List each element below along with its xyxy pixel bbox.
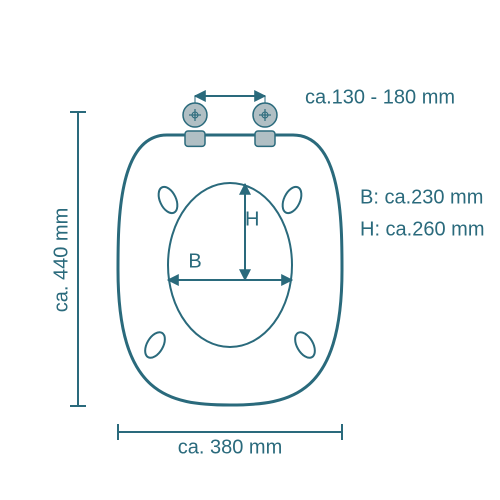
dimension-diagram: ca. 440 mm ca. 380 mm ca.130 - 180 mm B H B: … <box>0 0 500 500</box>
dim-width-label: ca. 380 mm <box>178 436 282 458</box>
dim-inner-b-letter: B <box>188 250 201 272</box>
seat-outline <box>118 135 342 405</box>
dim-height-label: ca. 440 mm <box>50 208 72 312</box>
dim-inner-h-letter: H <box>245 208 259 230</box>
hinge-bracket <box>185 131 205 146</box>
label-b-value: B: ca.230 mm <box>360 186 483 208</box>
dim-hinge-span-label: ca.130 - 180 mm <box>305 86 455 108</box>
hinge-bracket <box>255 131 275 146</box>
label-h-value: H: ca.260 mm <box>360 218 484 240</box>
